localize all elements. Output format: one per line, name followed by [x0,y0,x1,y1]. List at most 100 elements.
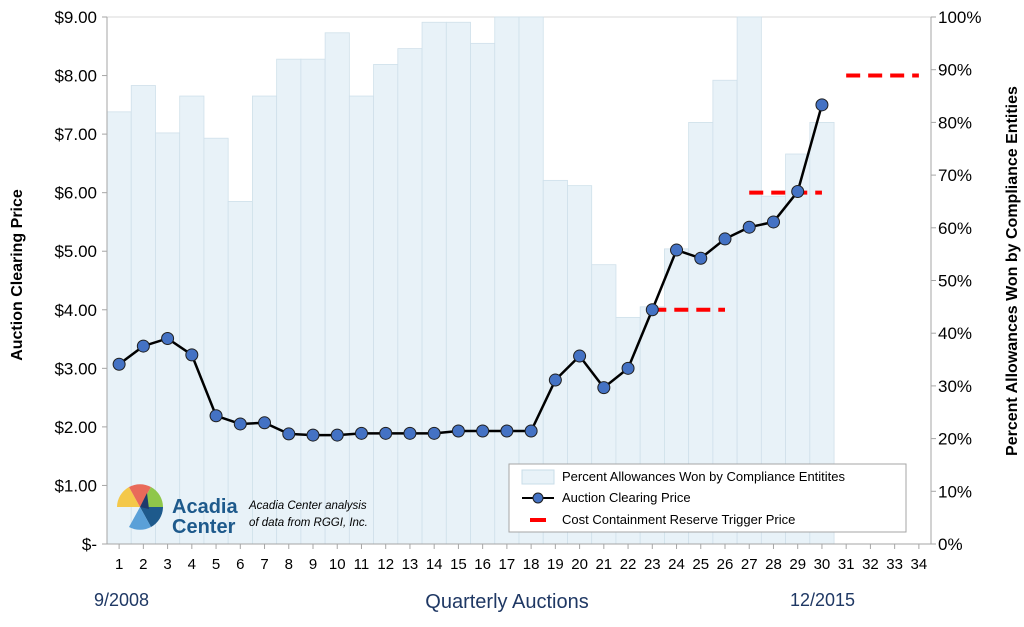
right-axis-ticks: 0% 10% 20% 30% 40% 50% 60% 70% 80% 90% 100% [931,8,981,554]
left-tick-label: $5.00 [54,242,97,261]
left-tick-label: $3.00 [54,359,97,378]
bar-percent-27 [736,16,762,545]
price-point-17 [500,424,514,438]
x-tick-label-23: 23 [644,556,661,573]
bar-percent-11 [348,95,374,545]
price-point-30 [815,98,829,112]
right-tick-label: 0% [938,535,963,554]
left-tick-label: $- [82,535,97,554]
right-tick-label: 70% [938,166,972,185]
x-tick-label-13: 13 [402,556,419,573]
price-point-2 [136,339,150,353]
right-tick-label: 90% [938,61,972,80]
logo-line1: Acadia [172,496,238,518]
bar-percent-18 [518,16,544,545]
x-tick-label-6: 6 [236,556,244,573]
price-point-9 [306,428,320,442]
price-point-19 [548,373,562,387]
left-tick-label: $9.00 [54,8,97,27]
price-point-6 [233,417,247,431]
right-tick-label: 10% [938,482,972,501]
x-tick-label-15: 15 [450,556,467,573]
price-point-20 [573,349,587,363]
bar-percent-5 [203,137,229,545]
x-tick-label-2: 2 [139,556,147,573]
price-point-23 [645,303,659,317]
bar-percent-13 [397,48,423,545]
logo-line2: Center [172,516,236,538]
x-tick-label-11: 11 [354,556,370,573]
price-point-10 [330,428,344,442]
bar-percent-16 [470,42,496,545]
x-tick-label-20: 20 [571,556,588,573]
left-tick-label: $8.00 [54,67,97,86]
bar-percent-14 [421,21,447,545]
price-point-7 [258,416,272,430]
price-point-11 [354,426,368,440]
bar-percent-15 [445,21,471,545]
x-tick-label-18: 18 [523,556,540,573]
x-tick-label-4: 4 [188,556,196,573]
x-tick-label-8: 8 [285,556,293,573]
bar-percent-17 [494,16,520,545]
x-tick-label-24: 24 [668,556,685,573]
right-tick-label: 40% [938,324,972,343]
legend-box [508,463,907,533]
legend-label-bars: Percent Allowances Won by Compliance Ent… [562,469,846,484]
x-tick-label-5: 5 [212,556,220,573]
x-tick-label-27: 27 [741,556,758,573]
left-tick-label: $6.00 [54,184,97,203]
bar-percent-4 [179,95,205,545]
x-tick-label-32: 32 [862,556,879,573]
price-point-22 [621,361,635,375]
left-axis-ticks: $- $1.00 $2.00 $3.00 $4.00 $5.00 $6.00 $7.00 $8.… [54,8,107,554]
right-tick-label: 100% [938,8,981,27]
x-tick-label-16: 16 [474,556,491,573]
x-tick-label-12: 12 [377,556,394,573]
price-point-14 [427,426,441,440]
right-tick-label: 80% [938,113,972,132]
price-point-4 [185,348,199,362]
price-point-3 [161,331,175,345]
x-tick-label-19: 19 [547,556,564,573]
price-point-21 [597,381,611,395]
x-tick-label-22: 22 [620,556,637,573]
bar-percent-2 [130,85,156,545]
date-start-label: 9/2008 [94,590,149,610]
x-tick-label-29: 29 [789,556,806,573]
price-point-5 [209,409,223,423]
bar-percent-10 [324,32,350,545]
left-axis-title: Auction Clearing Price [9,189,26,361]
price-point-1 [112,357,126,371]
x-tick-label-34: 34 [911,556,928,573]
x-tick-label-14: 14 [426,556,443,573]
x-tick-label-21: 21 [595,556,612,573]
price-point-13 [403,426,417,440]
x-tick-label-26: 26 [717,556,734,573]
legend-label-line: Auction Clearing Price [562,490,691,505]
price-point-8 [282,427,296,441]
x-tick-label-28: 28 [765,556,782,573]
x-axis-ticks: 1 2 3 4 5 6 7 8 9 10 11 12 13 14 15 16 17 18 19 20 21 22 23 24 2… [115,544,927,573]
x-tick-label-25: 25 [692,556,709,573]
price-point-12 [379,426,393,440]
left-tick-label: $4.00 [54,301,97,320]
right-tick-label: 50% [938,272,972,291]
price-point-25 [694,251,708,265]
attribution-line1: Acadia Center analysis [248,500,367,512]
price-point-26 [718,232,732,246]
left-tick-label: $2.00 [54,418,97,437]
legend: Percent Allowances Won by Compliance Ent… [508,463,907,533]
bar-percent-7 [252,95,278,545]
x-axis-title: Quarterly Auctions [425,591,588,613]
price-point-15 [451,424,465,438]
legend-swatch-bars [521,469,555,485]
legend-swatch-marker [532,492,544,504]
price-point-18 [524,424,538,438]
right-tick-label: 60% [938,219,972,238]
ccr-series-layer [652,73,919,312]
left-tick-label: $7.00 [54,125,97,144]
price-series-layer [112,98,829,442]
price-point-16 [476,424,490,438]
price-point-28 [766,215,780,229]
